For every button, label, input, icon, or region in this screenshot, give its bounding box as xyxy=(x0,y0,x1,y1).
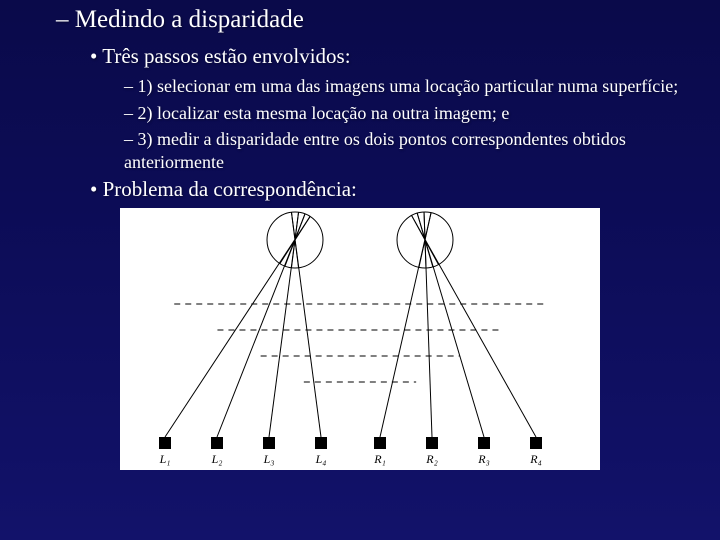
slide-title: Medindo a disparidade xyxy=(56,6,720,34)
svg-text:L₂: L₂ xyxy=(211,452,223,466)
sub-2: 2) localizar esta mesma locação na outra… xyxy=(124,102,720,125)
svg-text:R₁: R₁ xyxy=(373,452,386,466)
bullet-2: Problema da correspondência: xyxy=(90,177,720,202)
sub-3: 3) medir a disparidade entre os dois pon… xyxy=(124,128,720,173)
svg-text:L₄: L₄ xyxy=(315,452,327,466)
svg-text:R₂: R₂ xyxy=(425,452,438,466)
svg-text:L₁: L₁ xyxy=(159,452,171,466)
svg-text:R₃: R₃ xyxy=(477,452,490,466)
svg-text:L₃: L₃ xyxy=(263,452,275,466)
correspondence-diagram: L₁ R₁ L₂ R₂ L₃ R₃ L₄ R₄ xyxy=(120,208,600,470)
svg-text:R₄: R₄ xyxy=(529,452,542,466)
sub-1: 1) selecionar em uma das imagens uma loc… xyxy=(124,75,720,98)
bullet-1: Três passos estão envolvidos: xyxy=(90,44,720,69)
